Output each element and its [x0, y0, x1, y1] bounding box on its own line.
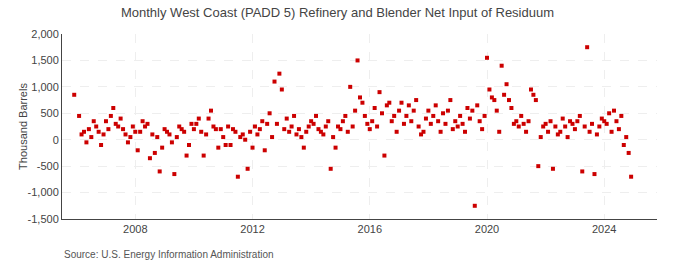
svg-text:500: 500	[40, 107, 58, 119]
svg-text:Thousand Barrels: Thousand Barrels	[17, 83, 29, 170]
svg-text:1,500: 1,500	[31, 54, 59, 66]
svg-text:Source: U.S. Energy Informatio: Source: U.S. Energy Information Administ…	[64, 249, 274, 260]
svg-text:2,000: 2,000	[31, 28, 59, 40]
svg-text:2012: 2012	[240, 223, 264, 235]
svg-text:-1,000: -1,000	[28, 186, 59, 198]
svg-text:0: 0	[53, 134, 59, 146]
svg-text:2008: 2008	[123, 223, 147, 235]
svg-text:2016: 2016	[358, 223, 382, 235]
svg-text:2020: 2020	[475, 223, 499, 235]
svg-text:1,000: 1,000	[31, 81, 59, 93]
svg-text:-500: -500	[37, 160, 59, 172]
svg-text:-1,500: -1,500	[28, 213, 59, 225]
svg-text:2024: 2024	[592, 223, 616, 235]
svg-text:Monthly West Coast (PADD 5) Re: Monthly West Coast (PADD 5) Refinery and…	[121, 5, 554, 20]
